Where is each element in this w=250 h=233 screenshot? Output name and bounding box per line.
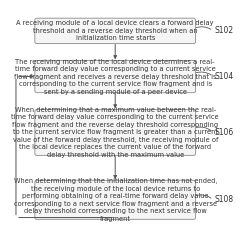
Text: S104: S104	[214, 72, 234, 81]
FancyBboxPatch shape	[35, 18, 196, 44]
Text: When determining that a maximum value between the real-
time forward delay value: When determining that a maximum value be…	[12, 107, 219, 158]
Text: S102: S102	[214, 26, 234, 35]
FancyBboxPatch shape	[35, 180, 196, 219]
Text: S108: S108	[214, 195, 234, 204]
FancyBboxPatch shape	[35, 110, 196, 155]
Text: The receiving module of the local device determines a real-
time forward delay v: The receiving module of the local device…	[14, 58, 216, 95]
Text: A receiving module of a local device clears a forward delay
threshold and a reve: A receiving module of a local device cle…	[16, 20, 214, 41]
Text: When determining that the initialization time has not ended,
the receiving modul: When determining that the initialization…	[14, 178, 217, 222]
Text: S106: S106	[214, 128, 234, 137]
FancyBboxPatch shape	[35, 60, 196, 93]
